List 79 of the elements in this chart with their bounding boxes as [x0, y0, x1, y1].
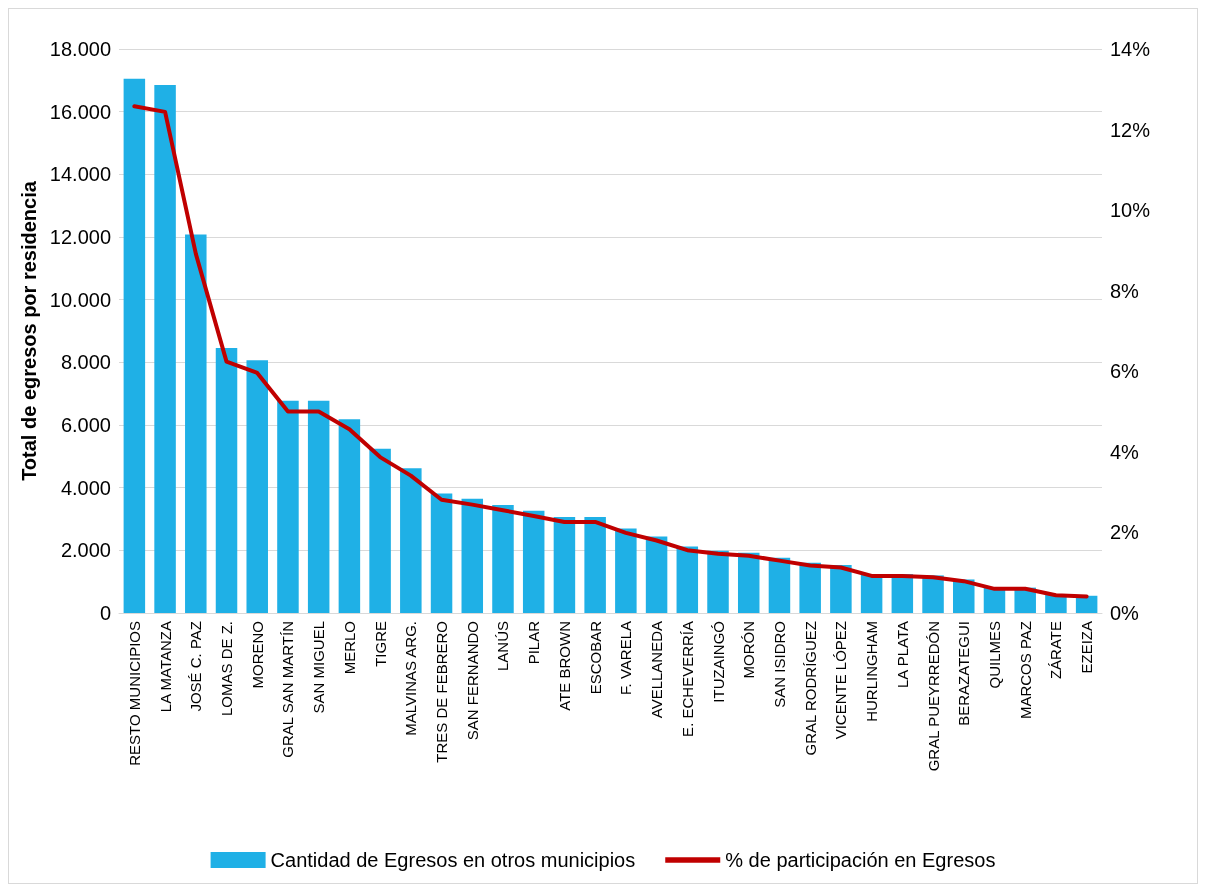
y2-tick-label: 2% — [1110, 521, 1140, 544]
bar — [307, 400, 330, 613]
x-tick-label: SAN MIGUEL — [310, 621, 328, 714]
legend-label: Cantidad de Egresos en otros municipios — [270, 849, 636, 871]
y2-tick-label: 12% — [1110, 118, 1151, 141]
x-tick-label: F. VARELA — [617, 621, 635, 695]
y-tick-label: 6.000 — [60, 414, 111, 436]
x-tick-label: RESTO MUNICIPIOS — [125, 621, 143, 766]
y-tick-label: 14.000 — [49, 163, 111, 186]
x-tick-label: MORÓN — [740, 621, 758, 679]
x-tick-label: TIGRE — [371, 621, 389, 667]
y-tick-label: 18.000 — [49, 38, 111, 60]
legend-label: % de participación en Egresos — [725, 849, 996, 871]
x-tick-label: GRAL SAN MARTÍN — [279, 621, 297, 758]
x-tick-label: MARCOS PAZ — [1016, 621, 1034, 720]
line-series — [132, 104, 1089, 599]
x-tick-label: AVELLANEDA — [648, 621, 666, 719]
x-tick-label: GRAL PUEYRREDÓN — [924, 621, 942, 772]
bar — [584, 517, 606, 613]
x-tick-label: ESCOBAR — [586, 620, 604, 695]
x-tick-label: LA PLATA — [893, 621, 911, 688]
y2-tick-label: 8% — [1110, 279, 1140, 302]
bar — [737, 552, 760, 613]
y-axis-title: Total de egresos por residencia — [17, 180, 40, 481]
x-tick-label: MERLO — [340, 621, 358, 675]
y2-tick-label: 14% — [1110, 38, 1151, 60]
bar — [430, 493, 453, 613]
bar — [338, 419, 361, 613]
y2-tick-label: 0% — [1110, 602, 1140, 624]
x-tick-label: ZÁRATE — [1047, 621, 1065, 680]
x-tick-label: EZEIZA — [1078, 621, 1096, 674]
y-tick-label: 4.000 — [60, 476, 111, 499]
x-tick-label: MALVINAS ARG. — [402, 621, 420, 736]
x-tick-label: BERAZATEGUI — [955, 621, 973, 726]
bar — [799, 562, 821, 613]
x-tick-label: SAN FERNANDO — [463, 621, 481, 741]
x-tick-label: HURLINGHAM — [863, 621, 881, 722]
bar — [676, 546, 699, 613]
bar — [768, 557, 791, 613]
bar — [522, 510, 545, 613]
y-tick-label: 0 — [99, 602, 111, 624]
x-tick-label: MORENO — [248, 621, 266, 689]
bar — [400, 468, 422, 613]
x-tick-label: SAN ISIDRO — [770, 621, 788, 708]
bar — [707, 550, 729, 613]
bar — [277, 400, 299, 613]
bar — [492, 504, 514, 613]
bar — [246, 360, 268, 613]
x-tick-label: JOSÉ C. PAZ — [187, 621, 205, 712]
x-tick-label: QUILMES — [985, 621, 1003, 689]
x-tick-label: E. ECHEVERRÍA — [678, 621, 696, 737]
bar — [215, 347, 238, 613]
bar — [860, 574, 883, 613]
y-tick-label: 12.000 — [49, 226, 111, 248]
y2-tick-label: 4% — [1110, 440, 1140, 463]
x-tick-label: LANÚS — [494, 621, 512, 672]
bar — [645, 536, 668, 613]
y-tick-label: 16.000 — [49, 100, 111, 123]
bar — [154, 85, 176, 613]
x-tick-label: TRES DE FEBRERO — [433, 621, 451, 763]
x-tick-label: ATE BROWN — [555, 621, 573, 711]
x-tick-label: LA MATANZA — [156, 621, 174, 713]
y-tick-label: 8.000 — [60, 351, 111, 374]
x-tick-label: ITUZAINGÓ — [709, 621, 727, 703]
bar — [830, 565, 852, 613]
x-tick-label: LOMAS DE Z. — [218, 621, 236, 717]
y-tick-label: 10.000 — [49, 288, 111, 311]
y2-tick-label: 10% — [1110, 199, 1151, 222]
bar — [123, 78, 146, 613]
bar — [461, 498, 484, 613]
bar — [369, 448, 391, 613]
y-tick-label: 2.000 — [60, 539, 111, 562]
bar — [185, 234, 207, 613]
x-tick-label: VICENTE LÓPEZ — [832, 621, 850, 740]
x-tick-label: PILAR — [525, 620, 543, 665]
x-tick-label: GRAL RODRÍGUEZ — [801, 621, 819, 756]
y2-tick-label: 6% — [1110, 360, 1140, 383]
bar — [615, 528, 637, 613]
bar — [553, 517, 576, 613]
